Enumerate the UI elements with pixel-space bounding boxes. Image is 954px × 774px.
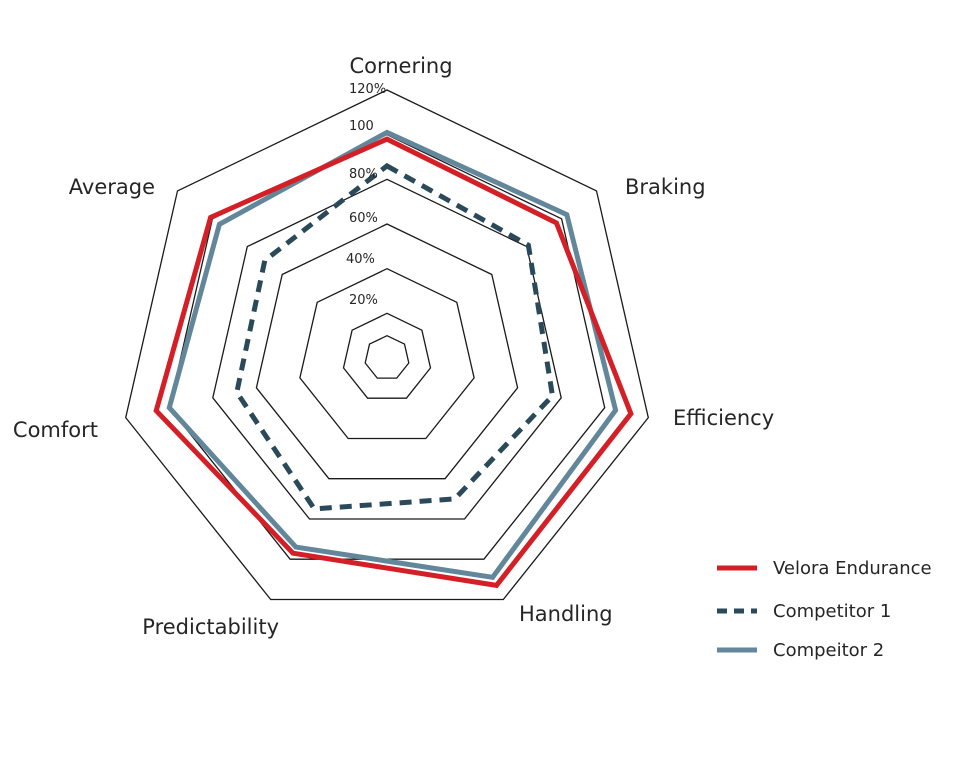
series-line <box>153 136 634 589</box>
radial-tick-label: 40% <box>346 252 375 267</box>
legend-label: Velora Endurance <box>773 558 932 579</box>
radial-tick-label: 20% <box>349 293 378 308</box>
legend: Velora Endurance Competitor 1 Compeitor 2 <box>717 558 932 661</box>
grid-ring <box>342 312 432 399</box>
grid-ring <box>299 267 475 440</box>
legend-label: Competitor 1 <box>773 601 891 622</box>
legend-label: Compeitor 2 <box>773 640 884 661</box>
radial-tick-label: 120% <box>349 82 386 97</box>
axis-label: Efficiency <box>673 406 774 430</box>
grid-ring <box>255 223 519 480</box>
axis-label: Braking <box>625 175 706 199</box>
grid-ring <box>124 89 650 601</box>
series-line <box>166 129 619 581</box>
radar-series <box>153 129 634 589</box>
axis-label: Cornering <box>349 54 452 78</box>
axis-labels: Cornering Braking Efficiency Handling Predic… <box>13 54 774 639</box>
axis-label: Handling <box>519 602 613 626</box>
series-line <box>234 162 556 512</box>
radial-tick-label: 60% <box>349 211 378 226</box>
radial-tick-label: 80% <box>349 167 378 182</box>
radial-tick-labels: 20% 40% 60% 80% 100 120% <box>346 82 386 308</box>
axis-label: Predictability <box>142 615 279 639</box>
radial-tick-label: 100 <box>349 119 374 134</box>
axis-label: Average <box>69 175 155 199</box>
axis-label: Comfort <box>13 418 98 442</box>
grid-ring <box>364 334 410 379</box>
